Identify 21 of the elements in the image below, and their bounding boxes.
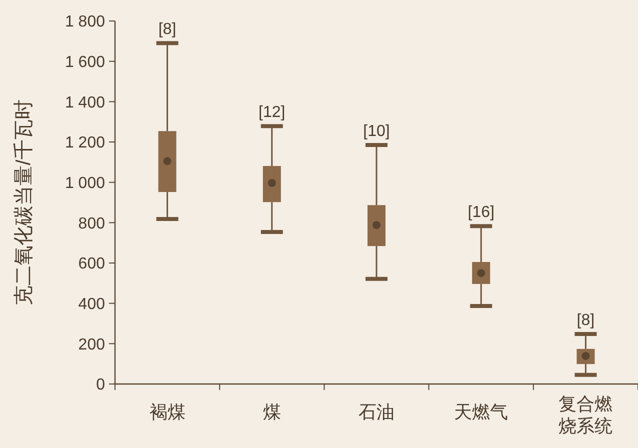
y-tick-label: 200 xyxy=(78,336,106,354)
y-tick-label: 1 400 xyxy=(64,94,106,112)
x-tick-label: 煤 xyxy=(262,402,281,422)
x-tick-label: 天燃气 xyxy=(454,402,508,422)
y-tick-label: 1 200 xyxy=(64,134,106,152)
y-tick-label: 600 xyxy=(78,256,106,273)
x-tick-label: 褐煤 xyxy=(149,402,186,422)
y-tick-label: 1 000 xyxy=(64,174,106,192)
y-tick-label: 0 xyxy=(96,376,106,394)
y-tick-label: 1 600 xyxy=(64,54,106,71)
annotation: [8] xyxy=(158,21,176,38)
y-tick-label: 400 xyxy=(78,296,106,313)
x-tick-label: 复合燃烧系统 xyxy=(558,394,613,436)
x-tick-label: 石油 xyxy=(358,402,394,422)
y-axis-title: 克二氧化碳当量/千瓦时 xyxy=(13,100,35,306)
annotation: [10] xyxy=(363,123,390,140)
y-tick-label: 800 xyxy=(78,215,106,232)
annotation: [8] xyxy=(576,312,595,329)
annotation: [12] xyxy=(258,104,286,122)
annotation: [16] xyxy=(468,204,494,222)
y-tick-label: 1 800 xyxy=(64,14,106,31)
